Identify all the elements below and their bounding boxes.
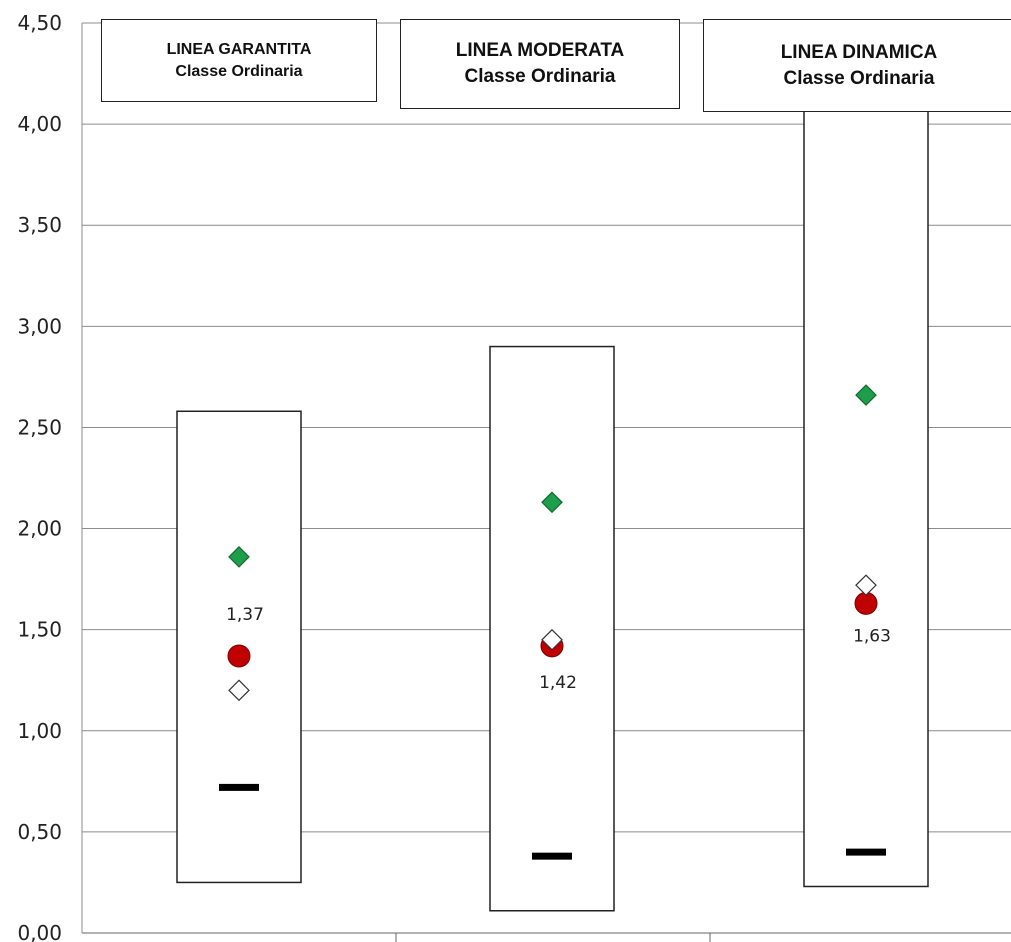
category-title-1: LINEA MODERATA <box>455 40 625 62</box>
data-labels: 1,37 1,42 1,63 <box>226 605 891 693</box>
white-diamond-marker <box>541 628 563 651</box>
data-label: 1,63 <box>853 626 891 646</box>
category-header-2: LINEA DINAMICA Classe Ordinaria <box>703 19 1011 112</box>
category-subtitle-2: Classe Ordinaria <box>783 67 935 89</box>
y-tick-label: 3,00 <box>17 314 62 338</box>
black-dash-marker <box>846 848 886 856</box>
red-circle-marker <box>227 644 251 668</box>
category-subtitle-1: Classe Ordinaria <box>464 66 616 87</box>
y-axis-ticks: 0,00 0,50 1,00 1,50 2,00 2,50 3,00 3,50 4,00 4,50 <box>17 11 62 942</box>
range-boxes <box>176 103 929 912</box>
category-title-2: LINEA DINAMICA <box>780 41 938 63</box>
y-tick-label: 2,50 <box>17 415 62 439</box>
white-diamond-marker <box>855 574 877 597</box>
data-label: 1,37 <box>226 605 264 625</box>
y-tick-label: 1,00 <box>17 719 62 743</box>
y-tick-label: 4,50 <box>17 11 62 35</box>
data-label: 1,42 <box>539 673 577 693</box>
category-subtitle-0: Classe Ordinaria <box>175 62 303 80</box>
green-diamond-marker <box>855 384 877 406</box>
y-tick-label: 2,00 <box>17 517 62 541</box>
y-tick-label: 4,00 <box>17 112 62 136</box>
y-tick-label: 3,50 <box>17 213 62 237</box>
y-tick-label: 0,50 <box>17 820 62 844</box>
category-header-1: LINEA MODERATA Classe Ordinaria <box>400 19 680 109</box>
range-box <box>489 345 615 912</box>
green-diamond-marker <box>541 491 563 514</box>
data-marks <box>219 384 886 860</box>
range-box <box>803 103 929 888</box>
white-diamond-marker <box>228 679 250 702</box>
black-dash-marker <box>532 852 572 860</box>
category-header-0: LINEA GARANTITA Classe Ordinaria <box>101 19 377 102</box>
y-tick-label: 0,00 <box>17 921 62 942</box>
green-diamond-marker <box>228 546 250 568</box>
black-dash-marker <box>219 783 259 791</box>
y-tick-label: 1,50 <box>17 618 62 642</box>
category-title-0: LINEA GARANTITA <box>166 40 312 58</box>
